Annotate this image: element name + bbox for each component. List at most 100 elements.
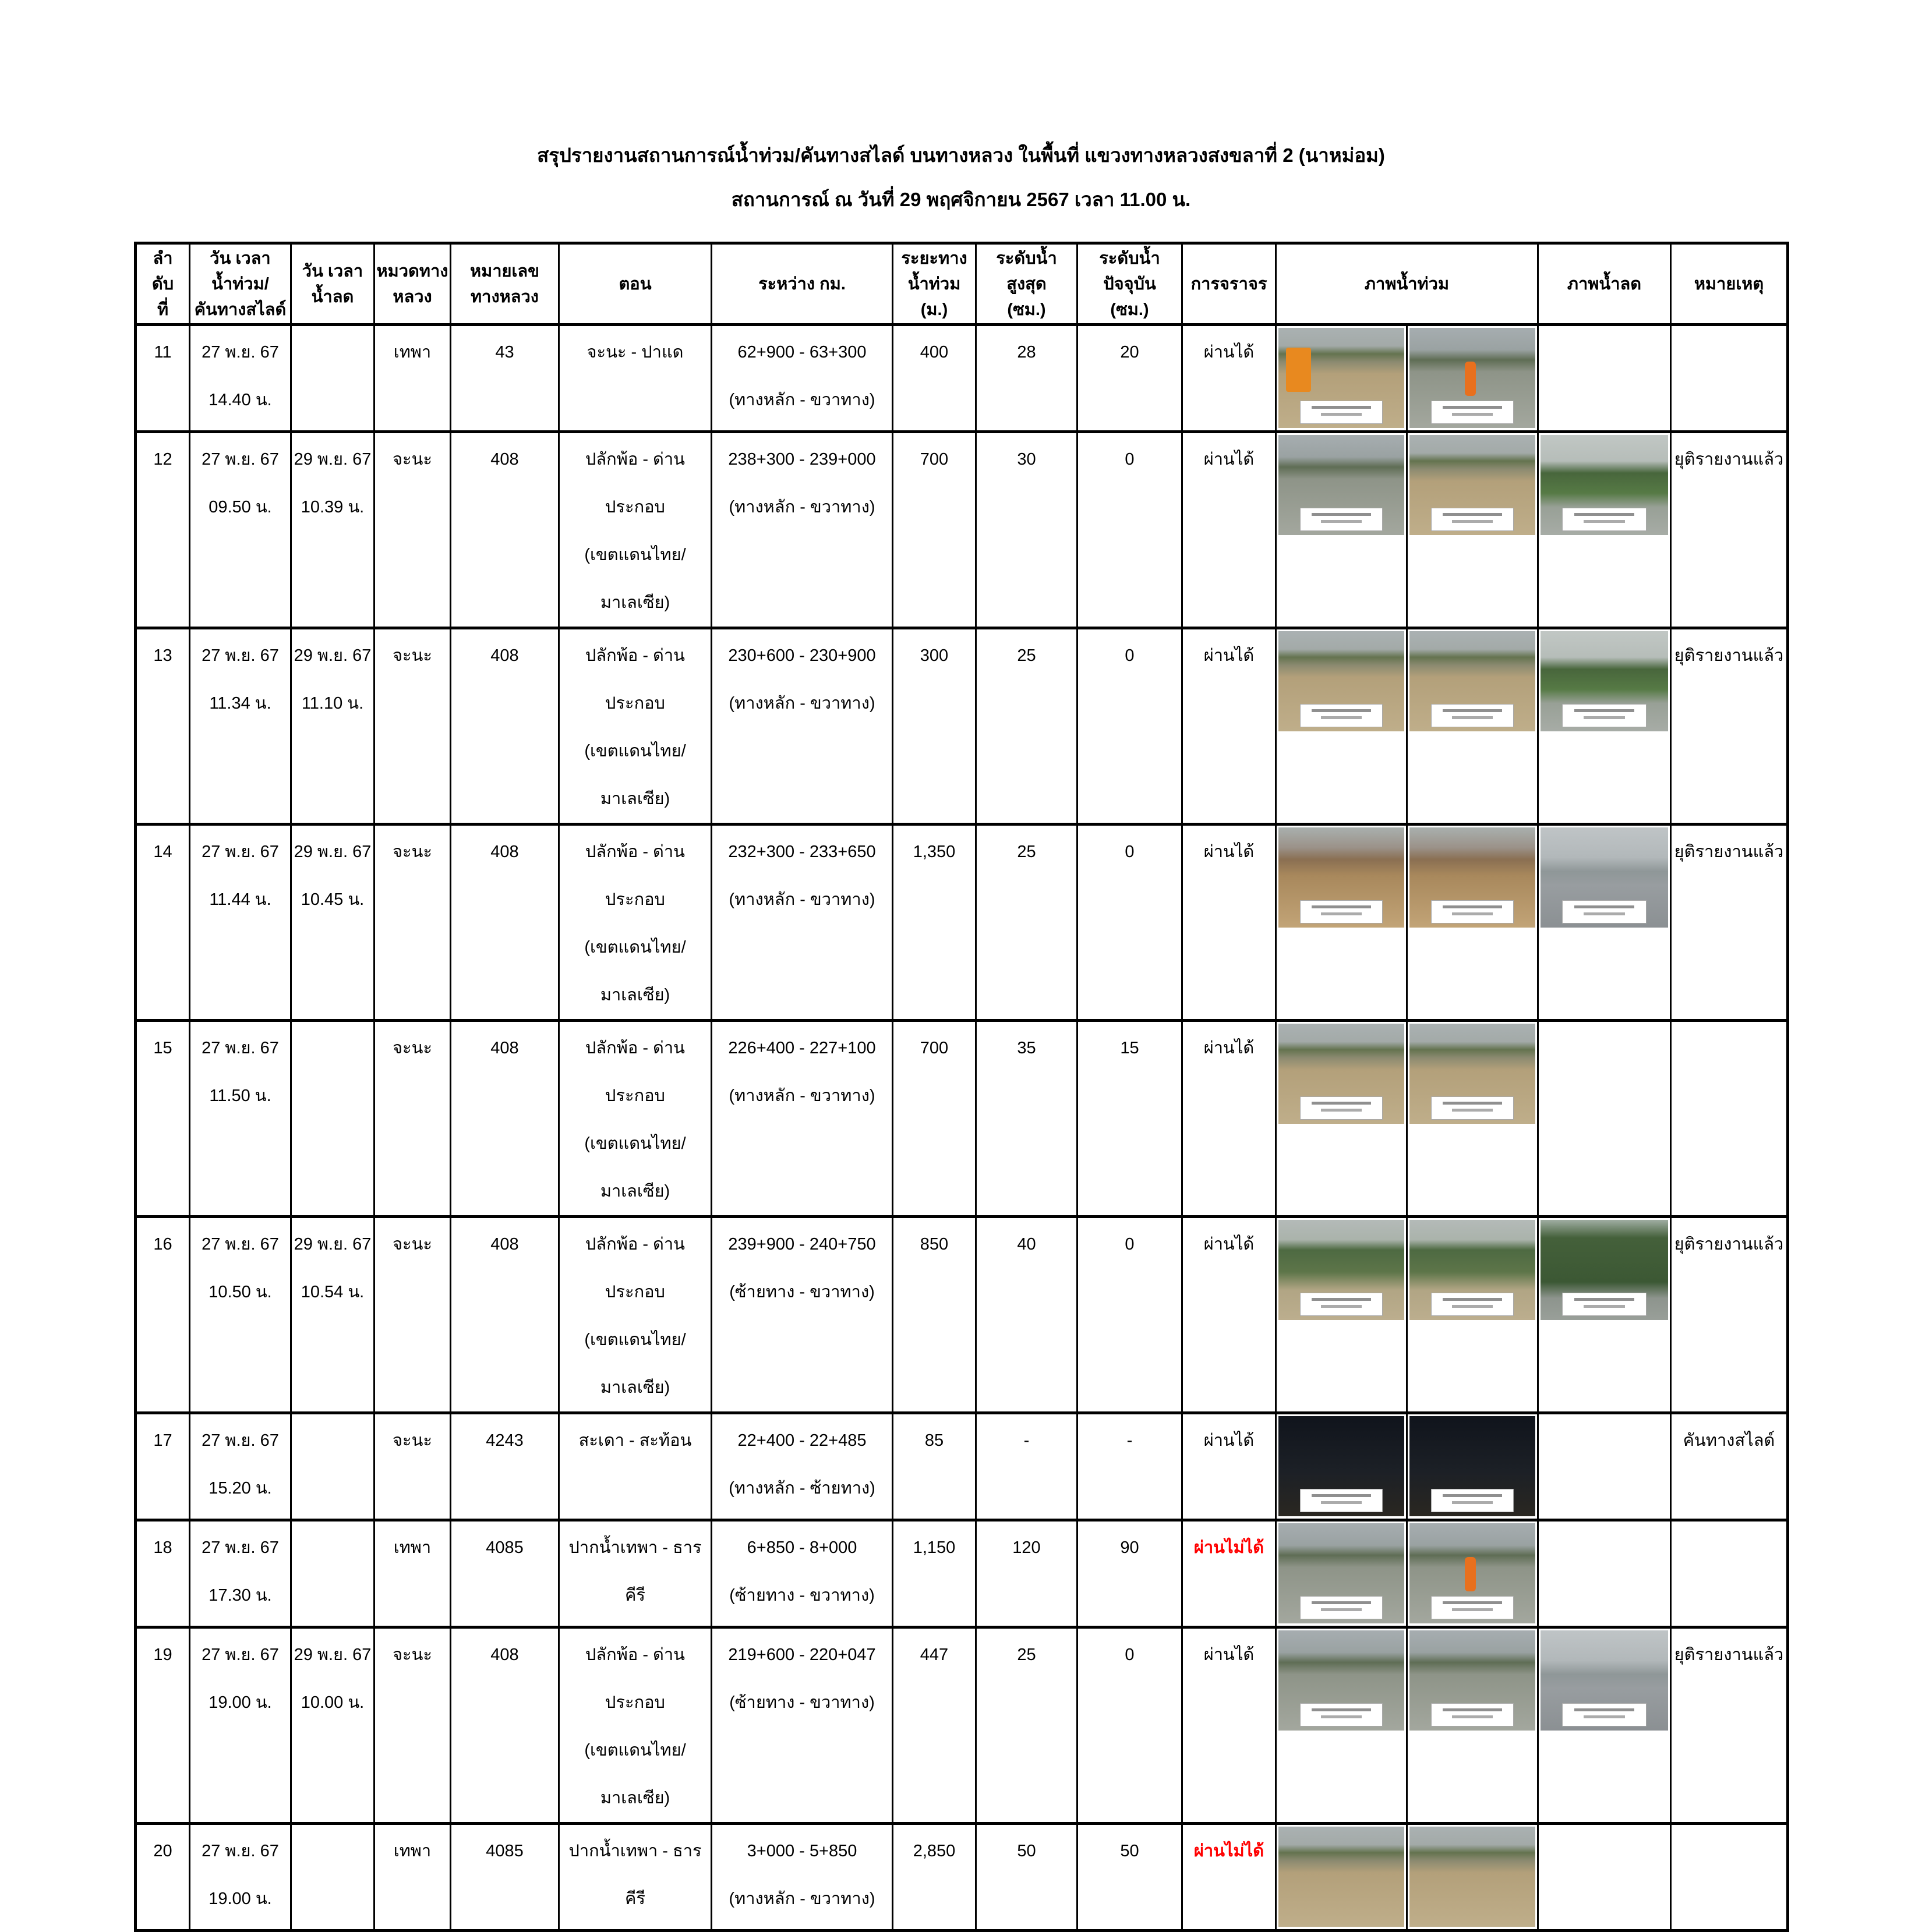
flood-photo	[1278, 1024, 1404, 1124]
flood-photo	[1278, 1523, 1404, 1623]
traffic-status: ผ่านได้	[1181, 823, 1277, 1022]
flood-photo-cell	[1275, 323, 1408, 433]
col-header-index: ลำ ดับ ที่	[135, 242, 190, 326]
remark: ยุติรายงานแล้ว	[1670, 627, 1789, 826]
photo-caption-box	[1299, 704, 1383, 727]
max-water-level: 120	[975, 1519, 1078, 1629]
flood-datetime: 27 พ.ย. 67 19.00 น.	[189, 1822, 292, 1932]
row-number: 13	[135, 627, 190, 826]
route-number: 408	[450, 1215, 560, 1414]
flood-photo-cell	[1406, 823, 1539, 1022]
col-header-recede-photo: ภาพน้ำลด	[1537, 242, 1672, 326]
remark: ยุติรายงานแล้ว	[1670, 430, 1789, 629]
recede-photo-cell	[1537, 823, 1672, 1022]
photo-caption-box	[1430, 1596, 1514, 1619]
flood-length: 850	[892, 1215, 977, 1414]
header-row: ลำ ดับ ที่ วัน เวลา น้ำท่วม/ คันทางสไลด์…	[135, 242, 1789, 326]
remark: ยุติรายงานแล้ว	[1670, 823, 1789, 1022]
row-number: 15	[135, 1019, 190, 1218]
max-water-level: -	[975, 1411, 1078, 1521]
table-row: 13 27 พ.ย. 67 11.34 น. 29 พ.ย. 67 11.10 น.…	[135, 627, 1789, 826]
flood-photo-cell	[1275, 1411, 1408, 1521]
flood-datetime: 27 พ.ย. 67 19.00 น.	[189, 1626, 292, 1825]
route-number: 43	[450, 323, 560, 433]
photo-caption-box	[1299, 1293, 1383, 1316]
recede-datetime	[290, 1822, 375, 1932]
photo-caption-box	[1562, 900, 1647, 923]
flood-photo-cell	[1275, 1519, 1408, 1629]
traffic-status: ผ่านได้	[1181, 323, 1277, 433]
flood-datetime: 27 พ.ย. 67 15.20 น.	[189, 1411, 292, 1521]
flood-datetime: 27 พ.ย. 67 14.40 น.	[189, 323, 292, 433]
flood-photo-cell	[1275, 1822, 1408, 1932]
traffic-status: ผ่านได้	[1181, 627, 1277, 826]
recede-datetime	[290, 1019, 375, 1218]
row-number: 19	[135, 1626, 190, 1825]
recede-photo	[1541, 1220, 1668, 1320]
remark: คันทางสไลด์	[1670, 1411, 1789, 1521]
recede-photo-cell	[1537, 1519, 1672, 1629]
route-number: 4085	[450, 1519, 560, 1629]
flood-photo-cell	[1275, 1626, 1408, 1825]
recede-photo-cell	[1537, 1822, 1672, 1932]
section-name: จะนะ - ปาแด	[558, 323, 712, 433]
col-header-flood-photo: ภาพน้ำท่วม	[1275, 242, 1539, 326]
row-number: 18	[135, 1519, 190, 1629]
flood-photo-cell	[1406, 323, 1539, 433]
recede-datetime	[290, 323, 375, 433]
col-header-route: หมายเลข ทางหลวง	[450, 242, 560, 326]
max-water-level: 35	[975, 1019, 1078, 1218]
photo-caption-box	[1299, 1489, 1383, 1512]
flood-photo	[1409, 631, 1535, 731]
recede-photo-cell	[1537, 627, 1672, 826]
flood-photo	[1278, 328, 1404, 428]
table-row: 12 27 พ.ย. 67 09.50 น. 29 พ.ย. 67 10.39 น.…	[135, 430, 1789, 629]
current-water-level: 90	[1076, 1519, 1183, 1629]
recede-photo-cell	[1537, 1411, 1672, 1521]
route-number: 408	[450, 627, 560, 826]
table-row: 17 27 พ.ย. 67 15.20 น. จะนะ 4243 สะเดา - สะท…	[135, 1411, 1789, 1521]
recede-datetime: 29 พ.ย. 67 10.45 น.	[290, 823, 375, 1022]
traffic-status: ผ่านได้	[1181, 1019, 1277, 1218]
table-row: 11 27 พ.ย. 67 14.40 น. เทพา 43 จะนะ - ปาแด 62…	[135, 323, 1789, 433]
section-name: ปลักพ้อ - ด่านประกอบ (เขตแดนไทย/มาเลเซีย…	[558, 627, 712, 826]
flood-datetime: 27 พ.ย. 67 10.50 น.	[189, 1215, 292, 1414]
flood-photo-cell	[1275, 1215, 1408, 1414]
highway-division: จะนะ	[373, 1626, 451, 1825]
recede-datetime: 29 พ.ย. 67 11.10 น.	[290, 627, 375, 826]
traffic-status: ผ่านไม่ได้	[1181, 1822, 1277, 1932]
recede-datetime	[290, 1411, 375, 1521]
photo-caption-box	[1562, 704, 1647, 727]
recede-photo-cell	[1537, 430, 1672, 629]
section-name: สะเดา - สะท้อน	[558, 1411, 712, 1521]
flood-photo-cell	[1275, 823, 1408, 1022]
page-title: สรุปรายงานสถานการณ์น้ำท่วม/คันทางสไลด์ บ…	[537, 144, 1385, 166]
highway-division: เทพา	[373, 323, 451, 433]
km-range: 3+000 - 5+850 (ทางหลัก - ขวาทาง)	[711, 1822, 893, 1932]
flood-photo	[1409, 1416, 1535, 1516]
table-row: 15 27 พ.ย. 67 11.50 น. จะนะ 408 ปลักพ้อ - ด่…	[135, 1019, 1789, 1218]
photo-caption-box	[1562, 1703, 1647, 1726]
photo-caption-box	[1562, 508, 1647, 531]
section-name: ปลักพ้อ - ด่านประกอบ (เขตแดนไทย/มาเลเซีย…	[558, 1626, 712, 1825]
flood-length: 447	[892, 1626, 977, 1825]
photo-caption-box	[1299, 900, 1383, 923]
flood-datetime: 27 พ.ย. 67 11.44 น.	[189, 823, 292, 1022]
remark	[1670, 1822, 1789, 1932]
row-number: 20	[135, 1822, 190, 1932]
flood-datetime: 27 พ.ย. 67 11.50 น.	[189, 1019, 292, 1218]
route-number: 408	[450, 1626, 560, 1825]
flood-photo-cell	[1406, 1822, 1539, 1932]
remark: ยุติรายงานแล้ว	[1670, 1626, 1789, 1825]
flood-report-table: ลำ ดับ ที่ วัน เวลา น้ำท่วม/ คันทางสไลด์…	[134, 242, 1789, 1932]
km-range: 22+400 - 22+485 (ทางหลัก - ซ้ายทาง)	[711, 1411, 893, 1521]
km-range: 239+900 - 240+750 (ซ้ายทาง - ขวาทาง)	[711, 1215, 893, 1414]
flood-photo	[1409, 1024, 1535, 1124]
row-number: 14	[135, 823, 190, 1022]
photo-caption-box	[1299, 508, 1383, 531]
km-range: 230+600 - 230+900 (ทางหลัก - ขวาทาง)	[711, 627, 893, 826]
photo-caption-box	[1430, 900, 1514, 923]
km-range: 219+600 - 220+047 (ซ้ายทาง - ขวาทาง)	[711, 1626, 893, 1825]
table-row: 16 27 พ.ย. 67 10.50 น. 29 พ.ย. 67 10.54 น.…	[135, 1215, 1789, 1414]
highway-division: เทพา	[373, 1519, 451, 1629]
